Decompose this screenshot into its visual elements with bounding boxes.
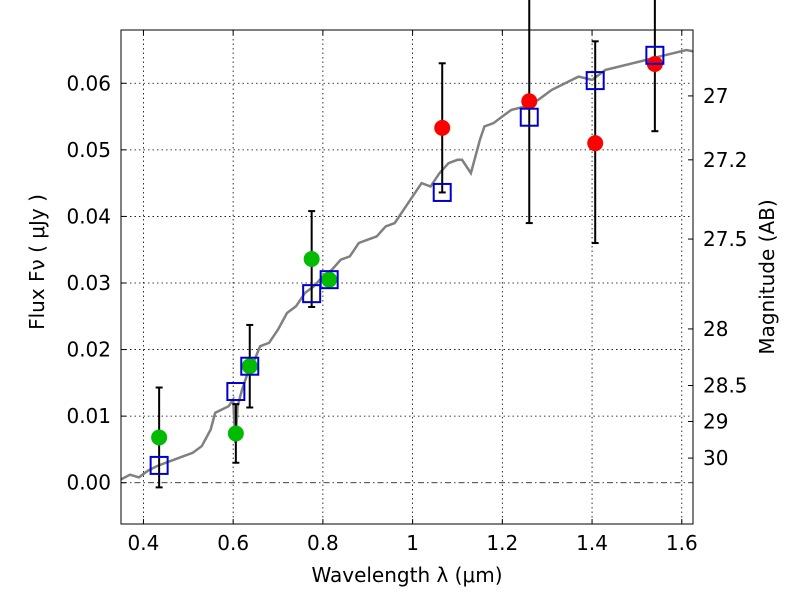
model-square [226,382,246,402]
x-tick-label: 0.8 [307,531,339,555]
x-tick-label: 1.4 [576,531,608,555]
right-tick-label: 27.5 [703,227,748,251]
x-tick-label: 1 [406,531,419,555]
right-tick-label: 28 [703,317,728,341]
green-data-point [303,251,320,268]
model-square [149,455,169,475]
red-data-point [587,135,604,152]
x-tick-label: 0.6 [217,531,249,555]
right-tick-label: 28.5 [703,374,748,398]
model-square [585,71,605,91]
y-axis-label-right: Magnitude (AB) [755,199,779,354]
grid-lines [121,30,693,524]
right-tick-label: 27 [703,84,728,108]
green-data-point [241,358,258,375]
model-square [240,356,260,376]
y-axis-label: Flux Fν ( μJy ) [25,194,49,330]
model-square [519,107,539,127]
x-tick-label: 0.4 [128,531,160,555]
x-tick-label: 1.6 [666,531,698,555]
model-spectrum [120,48,694,481]
model-spectrum-line [120,48,694,481]
x-tick-label: 1.2 [486,531,518,555]
green-data-point [151,429,168,446]
y-tick-label: 0.06 [66,71,111,95]
right-tick-label: 29 [703,409,728,433]
model-square [319,270,339,290]
y-tick-label: 0.03 [66,271,111,295]
model-square [302,284,322,304]
data-points [151,55,663,446]
model-squares [149,45,665,475]
y-tick-label: 0.04 [66,204,111,228]
right-tick-label: 27.2 [703,148,748,172]
green-data-point [227,425,244,442]
y-tick-label: 0.02 [66,338,111,362]
red-data-point [434,119,451,136]
y-tick-label: 0.01 [66,404,111,428]
model-square [645,45,665,65]
y-tick-label: 0.00 [66,471,111,495]
green-data-point [321,271,338,288]
right-tick-label: 30 [703,446,728,470]
y-tick-label: 0.05 [66,138,111,162]
x-axis-label: Wavelength λ (μm) [311,563,502,587]
red-data-point [521,93,538,110]
plot-frame [120,29,694,525]
axis-ticks: 0.4 0.6 0.8 1 1.2 1.4 1.6 0.00 0.01 0.02 0.03 0.04 0… [66,30,748,555]
plot-area [121,30,693,524]
model-square [432,182,452,202]
